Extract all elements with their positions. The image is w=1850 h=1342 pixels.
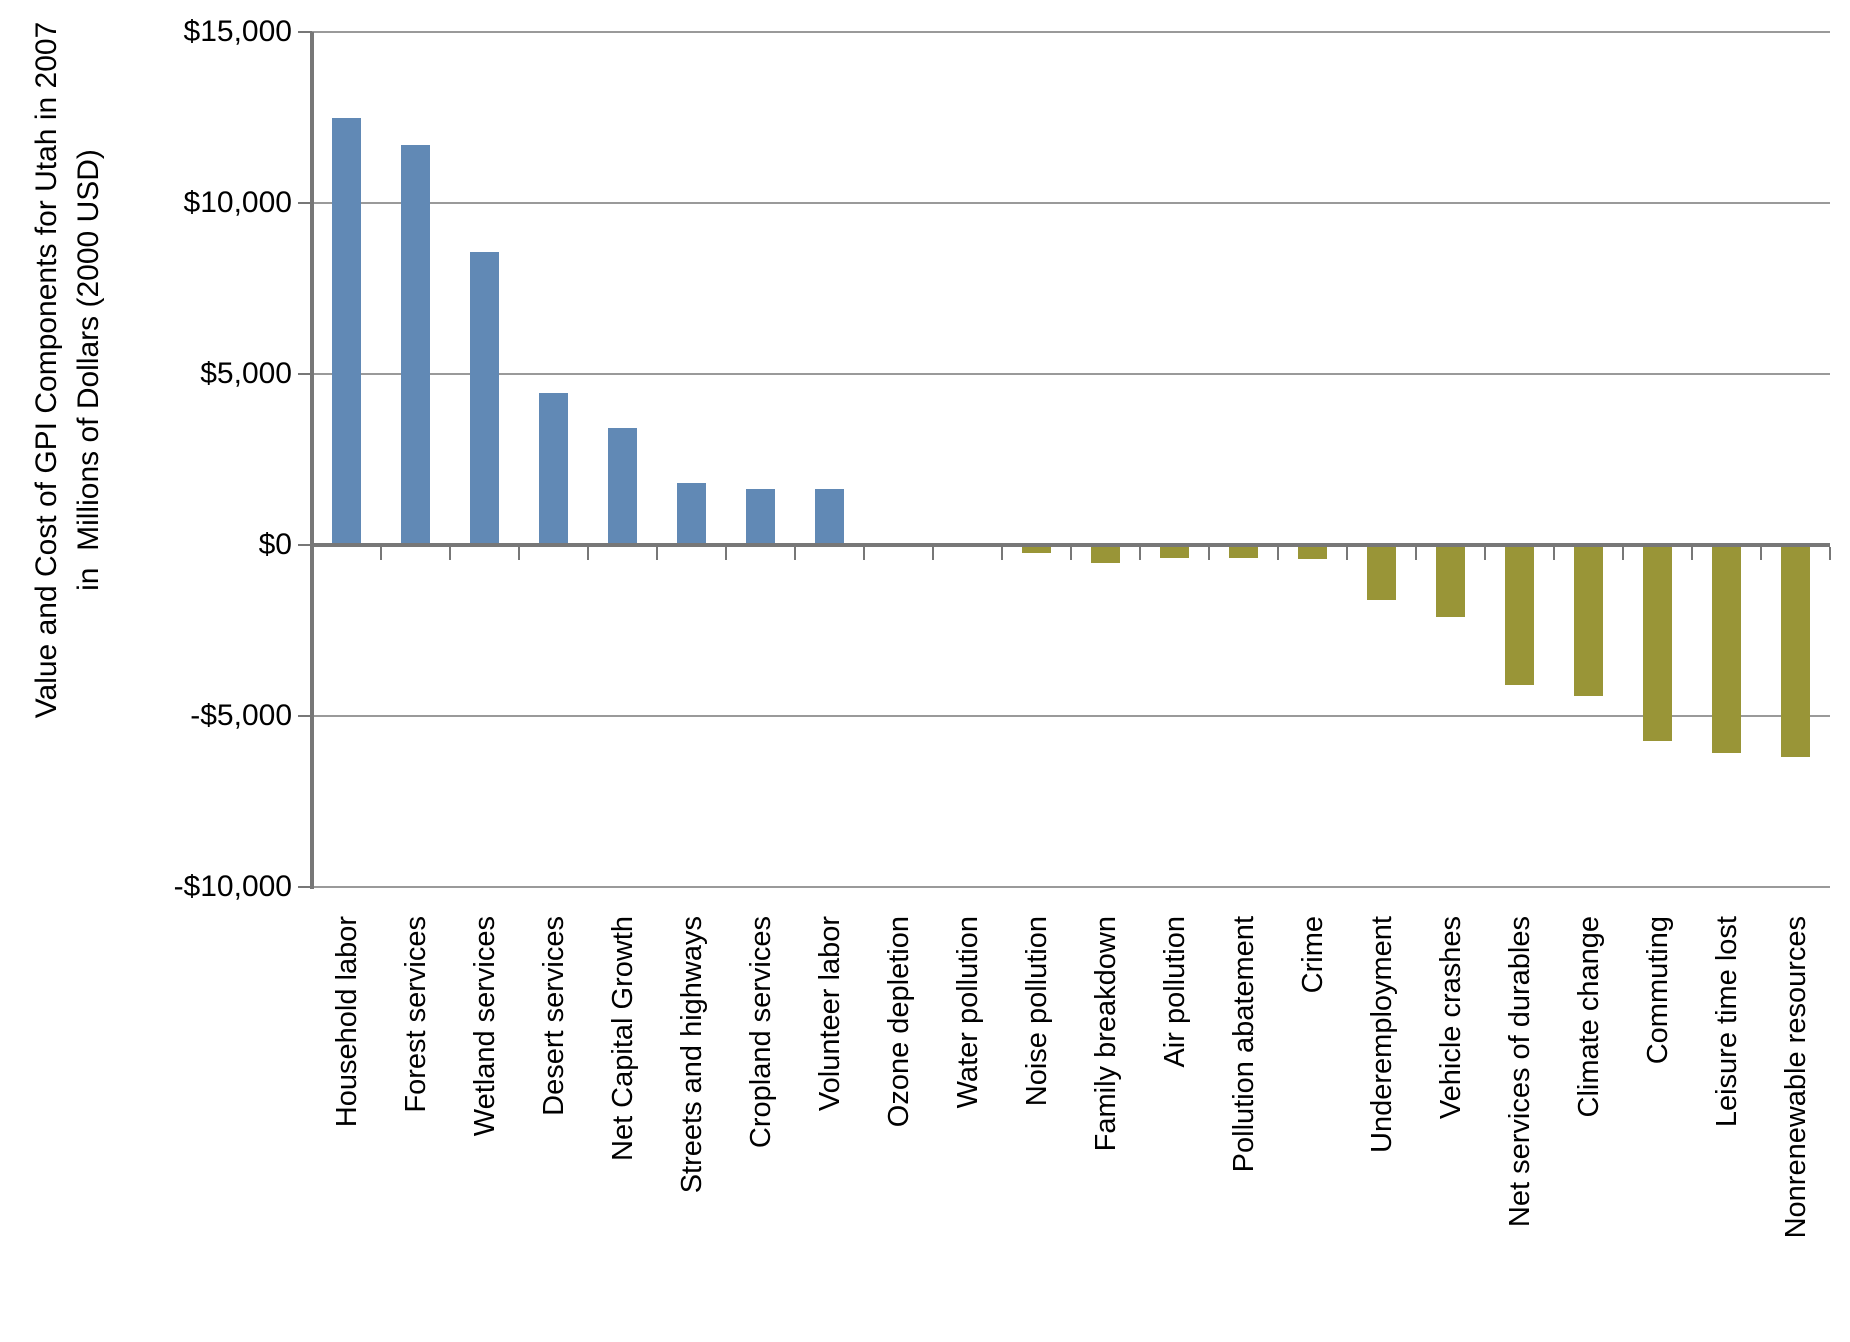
x-axis-tick-10: [1001, 547, 1003, 560]
y-axis-tick-10000: [298, 202, 312, 204]
y-axis-title: Value and Cost of GPI Components for Uta…: [26, 0, 110, 830]
x-label-family-breakdown: Family breakdown: [1089, 916, 1122, 1152]
x-axis-tick-17: [1484, 547, 1486, 560]
x-label-forest-services: Forest services: [399, 916, 432, 1113]
y-axis-tick-0: [298, 544, 312, 546]
y-axis-tick-15000: [298, 31, 312, 33]
x-label-noise-pollution: Noise pollution: [1020, 916, 1053, 1107]
y-axis-line: [310, 32, 314, 889]
x-axis-tick-20: [1691, 547, 1693, 560]
bar-vehicle-crashes: [1436, 545, 1465, 617]
bar-streets-and-highways: [677, 483, 706, 545]
gridline-10000: [312, 202, 1830, 204]
bar-climate-change: [1574, 545, 1603, 697]
x-axis-tick-11: [1070, 547, 1072, 560]
bar-forest-services: [401, 144, 430, 545]
bar-wetland-services: [470, 251, 499, 545]
x-label-underemployment: Underemployment: [1365, 916, 1398, 1153]
x-axis-tick-8: [863, 547, 865, 560]
y-axis-tick--10000: [298, 886, 312, 888]
y-tick-label-10-000: -$10,000: [173, 870, 292, 903]
x-axis-tick-6: [725, 547, 727, 560]
x-axis-tick-1: [380, 547, 382, 560]
gridline--5000: [312, 715, 1830, 717]
bar-nonrenewable-resources: [1781, 545, 1810, 758]
x-axis-tick-15: [1346, 547, 1348, 560]
x-label-crime: Crime: [1296, 916, 1329, 994]
bar-household-labor: [332, 117, 361, 545]
x-label-nonrenewable-resources: Nonrenewable resources: [1779, 916, 1812, 1239]
bar-underemployment: [1367, 545, 1396, 601]
x-axis-tick-16: [1415, 547, 1417, 560]
x-label-vehicle-crashes: Vehicle crashes: [1434, 916, 1467, 1120]
x-label-commuting: Commuting: [1641, 916, 1674, 1065]
x-label-cropland-services: Cropland services: [744, 916, 777, 1149]
gridline-5000: [312, 373, 1830, 375]
x-axis-tick-5: [656, 547, 658, 560]
x-axis-tick-9: [932, 547, 934, 560]
x-label-air-pollution: Air pollution: [1158, 916, 1191, 1068]
bar-pollution-abatement: [1229, 545, 1258, 558]
x-axis-tick-13: [1208, 547, 1210, 560]
x-axis-tick-4: [587, 547, 589, 560]
x-label-streets-and-highways: Streets and highways: [675, 916, 708, 1194]
y-tick-label-15-000: $15,000: [183, 15, 292, 48]
x-axis-tick-14: [1277, 547, 1279, 560]
x-label-ozone-depletion: Ozone depletion: [882, 916, 915, 1128]
x-label-climate-change: Climate change: [1572, 916, 1605, 1118]
x-label-net-capital-growth: Net Capital Growth: [606, 916, 639, 1161]
y-axis-title-line-2: in Millions of Dollars (2000 USD): [72, 149, 105, 591]
y-axis-tick--5000: [298, 715, 312, 717]
x-axis-tick-19: [1622, 547, 1624, 560]
bar-volunteer-labor: [815, 488, 844, 545]
bar-cropland-services: [746, 488, 775, 545]
x-axis-tick-21: [1760, 547, 1762, 560]
y-tick-label-5-000: $5,000: [200, 357, 292, 390]
x-label-leisure-time-lost: Leisure time lost: [1710, 916, 1743, 1128]
bar-family-breakdown: [1091, 545, 1120, 563]
x-label-water-pollution: Water pollution: [951, 916, 984, 1109]
x-label-volunteer-labor: Volunteer labor: [813, 916, 846, 1112]
bar-crime: [1298, 545, 1327, 560]
bar-air-pollution: [1160, 545, 1189, 558]
x-label-net-services-of-durables: Net services of durables: [1503, 916, 1536, 1228]
x-label-pollution-abatement: Pollution abatement: [1227, 916, 1260, 1173]
gridline-15000: [312, 31, 1830, 33]
x-axis-zero-line: [312, 543, 1830, 547]
y-axis-title-line-1: Value and Cost of GPI Components for Uta…: [30, 21, 63, 719]
y-tick-label-5-000: -$5,000: [190, 699, 292, 732]
x-axis-tick-12: [1139, 547, 1141, 560]
gridline--10000: [312, 886, 1830, 888]
bar-net-capital-growth: [608, 427, 637, 545]
bar-commuting: [1643, 545, 1672, 741]
x-axis-tick-18: [1553, 547, 1555, 560]
bar-net-services-of-durables: [1505, 545, 1534, 685]
x-axis-tick-7: [794, 547, 796, 560]
x-axis-tick-2: [449, 547, 451, 560]
y-tick-label-0: $0: [258, 528, 292, 561]
x-axis-tick-22: [1829, 547, 1831, 560]
bar-noise-pollution: [1022, 545, 1051, 553]
bar-desert-services: [539, 393, 568, 545]
y-axis-tick-5000: [298, 373, 312, 375]
y-tick-label-10-000: $10,000: [183, 186, 292, 219]
x-label-household-labor: Household labor: [330, 916, 363, 1128]
x-label-wetland-services: Wetland services: [468, 916, 501, 1137]
x-label-desert-services: Desert services: [537, 916, 570, 1116]
bar-leisure-time-lost: [1712, 545, 1741, 753]
x-axis-tick-3: [518, 547, 520, 560]
